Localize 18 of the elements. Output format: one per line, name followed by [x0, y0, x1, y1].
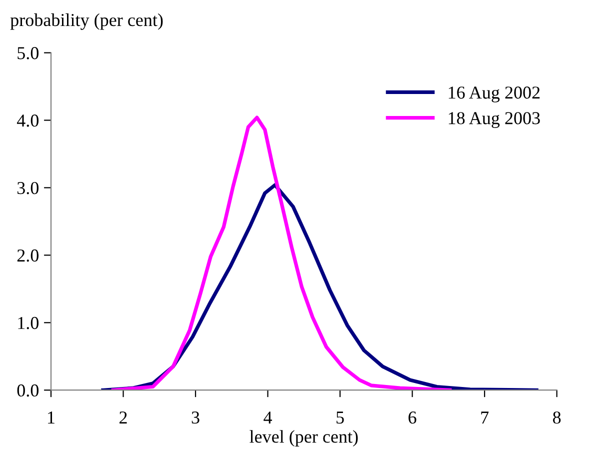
- y-axis-title: probability (per cent): [10, 13, 163, 30]
- x-tick-label: 3: [192, 412, 200, 424]
- x-tick-label: 8: [553, 411, 561, 424]
- y-tick-label: 4.0: [16, 114, 39, 127]
- y-tick-label: 3.0: [17, 182, 39, 194]
- y-tick-label: 5.0: [18, 47, 39, 60]
- x-tick-label: 1: [48, 412, 54, 424]
- legend-label: 16 Aug 2002: [448, 86, 540, 102]
- x-tick-label: 7: [481, 412, 489, 424]
- y-tick-label: 2.0: [17, 249, 39, 262]
- y-tick-label: 1.0: [18, 316, 39, 330]
- y-tick-label: 0.0: [17, 384, 39, 397]
- x-tick-label: 5: [336, 412, 344, 424]
- x-axis-title: level (per cent): [250, 430, 358, 446]
- legend-label: 18 Aug 2003: [448, 112, 540, 128]
- x-tick-label: 4: [264, 412, 272, 424]
- x-tick-label: 2: [120, 412, 127, 424]
- x-tick-label: 6: [408, 412, 416, 424]
